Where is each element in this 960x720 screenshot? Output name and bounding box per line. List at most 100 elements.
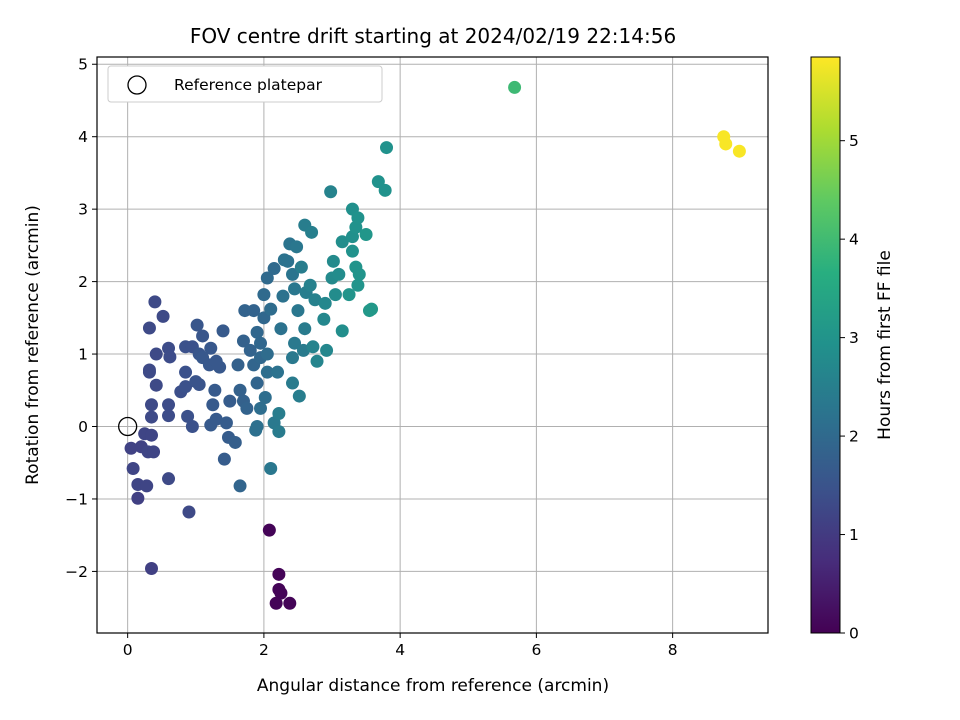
data-point — [228, 435, 242, 449]
data-point — [179, 380, 193, 394]
data-point — [206, 398, 220, 412]
data-point — [208, 383, 222, 397]
x-axis-ticks: 0 2 4 6 8 — [123, 633, 678, 659]
x-tick-label: 2 — [259, 641, 269, 659]
data-point — [247, 304, 261, 318]
data-point — [258, 391, 272, 405]
data-point — [380, 141, 394, 155]
data-point — [320, 343, 334, 357]
y-tick-label: −1 — [65, 490, 88, 508]
data-point — [310, 354, 324, 368]
plot-frame — [96, 56, 769, 634]
x-axis-label: Angular distance from reference (arcmin) — [257, 676, 609, 696]
data-point — [147, 445, 161, 459]
colorbar-gradient — [810, 56, 841, 634]
data-point — [192, 377, 206, 391]
data-point — [264, 302, 278, 316]
data-point — [271, 365, 285, 379]
data-point — [148, 295, 162, 309]
colorbar-tick-label: 4 — [849, 231, 859, 249]
colorbar: 0 1 2 3 4 5 Hours from first FF file — [810, 56, 895, 643]
colorbar-tick-label: 3 — [849, 329, 859, 347]
colorbar-label: Hours from first FF file — [875, 250, 895, 440]
data-point — [317, 312, 331, 326]
data-point — [140, 479, 154, 493]
data-point — [326, 254, 340, 268]
y-tick-label: 2 — [78, 273, 88, 291]
data-point — [308, 293, 322, 307]
data-point — [281, 254, 295, 268]
data-point — [274, 586, 288, 600]
data-point — [219, 416, 233, 430]
data-point — [124, 441, 138, 455]
legend-marker — [127, 75, 147, 95]
data-point — [324, 185, 338, 199]
data-point — [294, 260, 308, 274]
data-point — [508, 80, 522, 94]
data-point — [253, 336, 267, 350]
grid-lines — [97, 57, 768, 633]
data-point — [149, 347, 163, 361]
data-point — [243, 343, 257, 357]
data-point — [257, 288, 271, 302]
data-point — [181, 409, 195, 423]
data-point — [345, 244, 359, 258]
data-point — [217, 452, 231, 466]
data-point — [267, 262, 281, 276]
data-point — [274, 322, 288, 336]
data-point — [144, 428, 158, 442]
data-point — [269, 596, 283, 610]
data-point — [216, 324, 230, 338]
data-point — [144, 562, 158, 576]
data-point — [351, 278, 365, 292]
data-point — [264, 462, 278, 476]
data-point — [328, 288, 342, 302]
data-point — [260, 365, 274, 379]
y-tick-label: 5 — [78, 56, 88, 74]
data-point — [253, 401, 267, 415]
data-point — [257, 311, 271, 325]
legend: Reference platepar — [107, 65, 383, 103]
data-point — [236, 334, 250, 348]
data-point — [231, 358, 245, 372]
data-point — [378, 183, 392, 197]
data-point — [204, 341, 218, 355]
data-point — [179, 365, 193, 379]
data-point — [342, 288, 356, 302]
y-axis-ticks: −2 −1 0 1 2 3 4 5 — [65, 56, 97, 581]
data-point — [182, 505, 196, 519]
colorbar-tick-label: 1 — [849, 526, 859, 544]
y-tick-label: 3 — [78, 201, 88, 219]
data-point — [288, 336, 302, 350]
data-point — [260, 271, 274, 285]
data-point — [305, 225, 319, 239]
data-point — [272, 406, 286, 420]
x-tick-label: 0 — [123, 641, 133, 659]
data-point — [272, 567, 286, 581]
data-point — [272, 425, 286, 439]
y-tick-label: 4 — [78, 128, 88, 146]
data-point — [371, 175, 385, 189]
colorbar-tick-label: 0 — [849, 625, 859, 643]
data-point — [162, 472, 176, 486]
data-point — [156, 309, 170, 323]
colorbar-ticks: 0 1 2 3 4 5 — [840, 132, 859, 643]
reference-platepar-marker — [118, 416, 138, 437]
data-point — [732, 144, 746, 158]
data-point — [306, 340, 320, 354]
data-point — [196, 329, 210, 343]
data-point — [142, 365, 156, 379]
data-point — [303, 278, 317, 292]
data-point — [149, 378, 163, 392]
data-point — [260, 347, 274, 361]
data-point — [719, 137, 733, 151]
data-point — [365, 302, 379, 316]
data-point — [144, 410, 158, 424]
data-point — [249, 423, 263, 437]
data-point — [283, 596, 297, 610]
data-point — [359, 228, 373, 242]
data-point — [291, 304, 305, 318]
data-point — [276, 289, 290, 303]
colorbar-tick-label: 5 — [849, 132, 859, 150]
